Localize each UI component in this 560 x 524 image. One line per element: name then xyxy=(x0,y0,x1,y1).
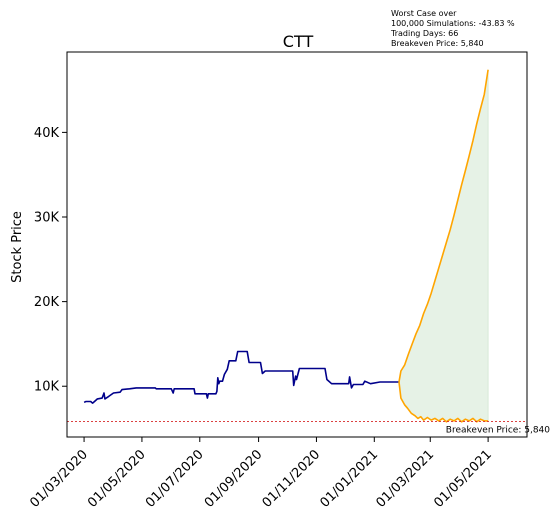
series-layer xyxy=(83,69,489,423)
annotation-line: Breakeven Price: 5,840 xyxy=(391,39,484,48)
breakeven-label: Breakeven Price: 5,840 xyxy=(446,425,550,435)
annotation-line: Trading Days: 66 xyxy=(390,29,458,38)
chart-title: CTT xyxy=(283,32,314,51)
y-tick-label: 30K xyxy=(34,211,60,226)
breakeven-layer: Breakeven Price: 5,840 xyxy=(67,421,550,435)
y-axis: 10K 20K 30K 40K xyxy=(34,126,67,395)
annotation-block: Worst Case over 100,000 Simulations: -43… xyxy=(390,9,515,48)
plot-frame xyxy=(66,51,528,438)
y-tick-label: 10K xyxy=(34,380,60,395)
y-axis-label: Stock Price xyxy=(10,211,25,283)
y-tick-label: 20K xyxy=(34,295,60,310)
annotation-line: Worst Case over xyxy=(391,9,457,18)
annotation-line: 100,000 Simulations: -43.83 % xyxy=(391,19,515,28)
projection-worst-line xyxy=(398,381,489,423)
projection-best-line xyxy=(398,69,489,383)
y-tick-label: 40K xyxy=(34,126,60,141)
historical-price-line xyxy=(83,350,399,405)
